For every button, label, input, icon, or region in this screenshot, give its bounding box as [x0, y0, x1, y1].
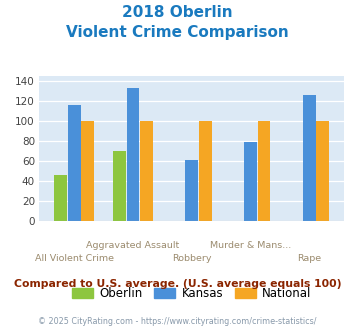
Bar	[127, 88, 140, 221]
Bar	[244, 142, 257, 221]
Text: Robbery: Robbery	[172, 254, 212, 263]
Bar	[185, 160, 198, 221]
Text: Aggravated Assault: Aggravated Assault	[86, 241, 180, 249]
Bar	[81, 121, 94, 221]
Text: 2018 Oberlin: 2018 Oberlin	[122, 5, 233, 20]
Bar	[257, 121, 270, 221]
Bar	[113, 151, 126, 221]
Text: © 2025 CityRating.com - https://www.cityrating.com/crime-statistics/: © 2025 CityRating.com - https://www.city…	[38, 317, 317, 326]
Text: Rape: Rape	[297, 254, 321, 263]
Bar	[54, 175, 67, 221]
Bar	[199, 121, 212, 221]
Bar	[140, 121, 153, 221]
Bar	[316, 121, 329, 221]
Text: Compared to U.S. average. (U.S. average equals 100): Compared to U.S. average. (U.S. average …	[14, 279, 341, 289]
Text: All Violent Crime: All Violent Crime	[35, 254, 114, 263]
Bar	[303, 95, 316, 221]
Legend: Oberlin, Kansas, National: Oberlin, Kansas, National	[67, 282, 316, 305]
Bar	[68, 105, 81, 221]
Text: Violent Crime Comparison: Violent Crime Comparison	[66, 25, 289, 40]
Text: Murder & Mans...: Murder & Mans...	[210, 241, 291, 249]
